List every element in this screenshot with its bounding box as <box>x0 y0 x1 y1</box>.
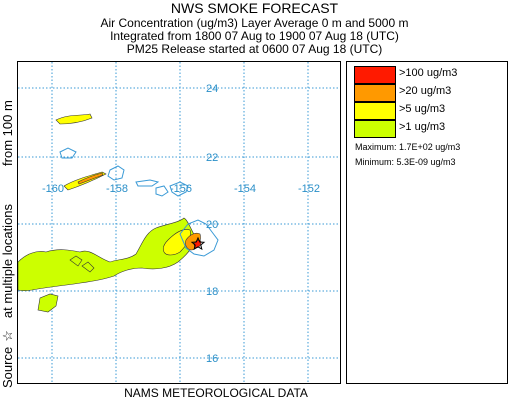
legend-minimum: Minimum: 5.3E-09 ug/m3 <box>355 157 456 167</box>
lon-label-160: -160 <box>42 183 64 195</box>
legend-label-100: >100 ug/m3 <box>399 67 458 79</box>
hawaii-coastlines <box>59 147 219 257</box>
coast-oahu <box>107 165 125 181</box>
lat-label-24: 24 <box>206 83 218 95</box>
smoke-map: 24 22 20 18 16 -160 -158 -156 -154 -152 <box>17 61 341 384</box>
legend-swatch-1 <box>354 120 396 138</box>
source-star-icon: ☆ <box>0 330 15 342</box>
smoke-plume-core <box>55 113 191 256</box>
graticule <box>18 62 340 383</box>
smoke-plume-main <box>18 217 197 313</box>
coast-lanai <box>155 185 169 197</box>
lat-label-16: 16 <box>206 353 218 365</box>
lat-label-20: 20 <box>206 219 218 231</box>
source-locations: at multiple locations <box>0 203 15 319</box>
map-canvas: 24 22 20 18 16 -160 -158 -156 -154 -152 <box>18 62 340 383</box>
concentration-legend: >100 ug/m3 >20 ug/m3 >5 ug/m3 >1 ug/m3 M… <box>346 61 508 384</box>
legend-swatch-20 <box>354 84 396 102</box>
lon-label-152: -152 <box>298 183 320 195</box>
coast-big-island <box>179 219 219 257</box>
lat-label-18: 18 <box>206 286 218 298</box>
release-start: PM25 Release started at 0600 07 Aug 18 (… <box>126 42 383 56</box>
legend-label-5: >5 ug/m3 <box>399 103 446 115</box>
concentration-description: Air Concentration (ug/m3) Layer Average … <box>100 16 409 30</box>
legend-label-20: >20 ug/m3 <box>399 85 452 97</box>
coast-molokai <box>135 179 160 187</box>
lat-label-22: 22 <box>206 152 218 164</box>
legend-maximum: Maximum: 1.7E+02 ug/m3 <box>355 142 461 152</box>
lon-label-158: -158 <box>106 183 128 195</box>
source-star-marker <box>190 236 206 251</box>
source-word: Source <box>0 346 15 388</box>
coast-maui <box>169 181 189 197</box>
source-info-label: Source ☆ at multiple locations from 100 m <box>0 100 16 388</box>
integration-period: Integrated from 1800 07 Aug to 1900 07 A… <box>110 29 399 43</box>
forecast-title: NWS SMOKE FORECAST <box>170 0 339 16</box>
coast-kauai <box>59 147 77 159</box>
legend-label-1: >1 ug/m3 <box>399 121 446 133</box>
lon-label-154: -154 <box>234 183 256 195</box>
source-height: from 100 m <box>0 100 15 166</box>
legend-swatch-5 <box>354 102 396 120</box>
legend-swatch-100 <box>354 66 396 84</box>
meteorological-data-label: NAMS METEOROLOGICAL DATA <box>124 386 308 400</box>
